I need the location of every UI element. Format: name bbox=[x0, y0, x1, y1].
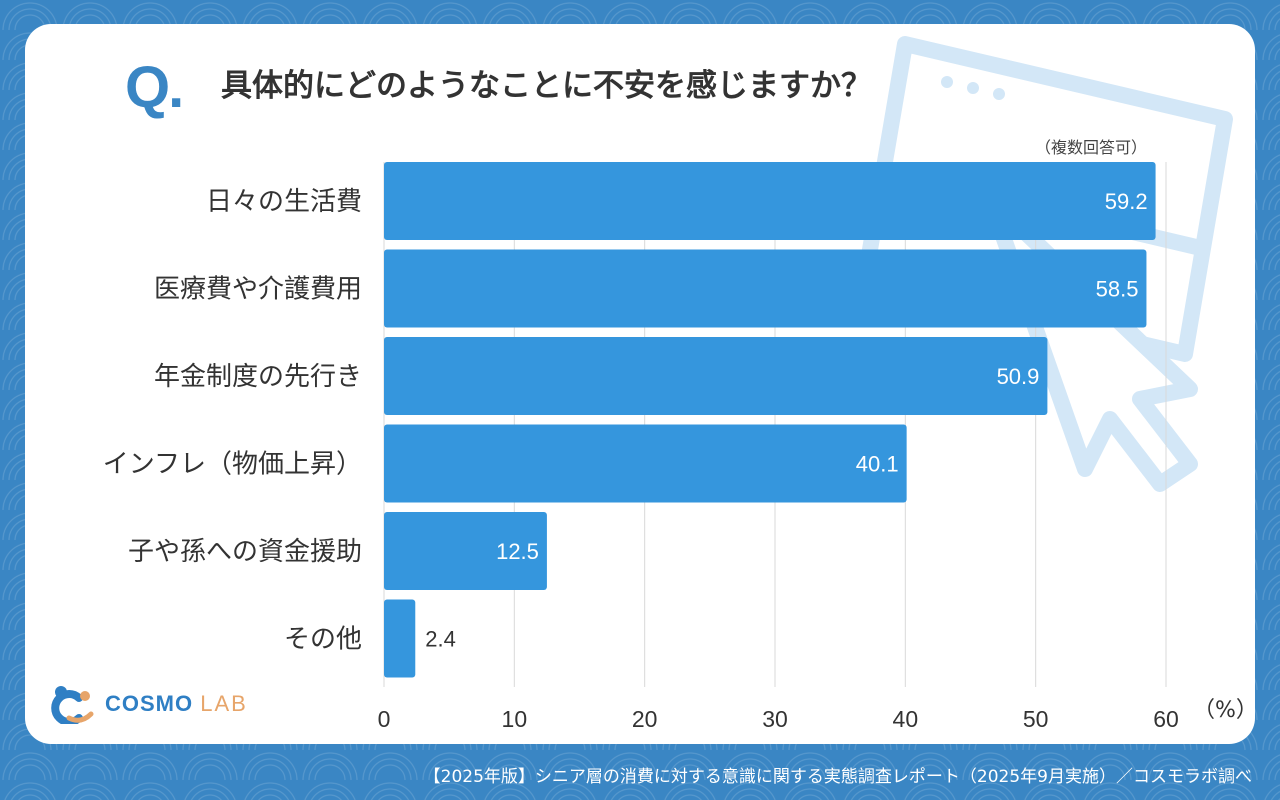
x-tick-label: 20 bbox=[632, 706, 658, 732]
logo-text: COSMO LAB bbox=[105, 691, 248, 717]
question-mark-icon: Q. bbox=[125, 54, 184, 121]
cosmo-lab-logo: COSMO LAB bbox=[49, 684, 248, 724]
chart-card: Q. 具体的にどのようなことに不安を感じますか？ （複数回答可） 0 10 20 30… bbox=[25, 24, 1255, 744]
bar-chart: 0 10 20 30 40 50 60 （%） 日々の生活費 59.2 医療費や介護費用 58.5 年金… bbox=[103, 162, 1255, 732]
value-label: 58.5 bbox=[1096, 277, 1139, 302]
category-label: 日々の生活費 bbox=[206, 187, 362, 217]
category-label: その他 bbox=[284, 625, 362, 655]
x-tick-label: 0 bbox=[378, 706, 391, 732]
question-title: 具体的にどのようなことに不安を感じますか？ bbox=[221, 68, 872, 104]
source-footer: 【2025年版】シニア層の消費に対する意識に関する実態調査レポート（2025年9… bbox=[423, 767, 1252, 787]
x-tick-label: 40 bbox=[893, 706, 919, 732]
value-label: 50.9 bbox=[997, 364, 1040, 389]
value-label: 2.4 bbox=[425, 627, 456, 652]
bar bbox=[384, 512, 547, 590]
logo-name: COSMO bbox=[105, 691, 194, 716]
category-label: 年金制度の先行き bbox=[154, 362, 362, 392]
x-tick-label: 60 bbox=[1153, 706, 1179, 732]
value-label: 40.1 bbox=[856, 452, 899, 477]
logo-suffix: LAB bbox=[200, 691, 248, 716]
x-tick-label: 30 bbox=[762, 706, 788, 732]
bar bbox=[384, 599, 416, 678]
bar bbox=[384, 424, 907, 503]
value-label: 59.2 bbox=[1105, 189, 1148, 214]
category-label: 子や孫への資金援助 bbox=[128, 537, 362, 567]
category-label: 医療費や介護費用 bbox=[154, 275, 362, 305]
x-tick-label: 10 bbox=[502, 706, 528, 732]
bar bbox=[384, 337, 1048, 415]
value-label: 12.5 bbox=[496, 539, 539, 564]
cosmo-lab-logo-icon bbox=[51, 686, 94, 724]
q-letter: Q bbox=[125, 55, 170, 120]
bar bbox=[384, 162, 1156, 240]
category-label: インフレ（物価上昇） bbox=[103, 450, 362, 480]
multiple-answer-note: （複数回答可） bbox=[1035, 138, 1148, 157]
q-dot: . bbox=[168, 55, 184, 120]
bar bbox=[384, 249, 1147, 328]
x-tick-label: 50 bbox=[1023, 706, 1049, 732]
x-axis-unit: （%） bbox=[1193, 698, 1255, 723]
